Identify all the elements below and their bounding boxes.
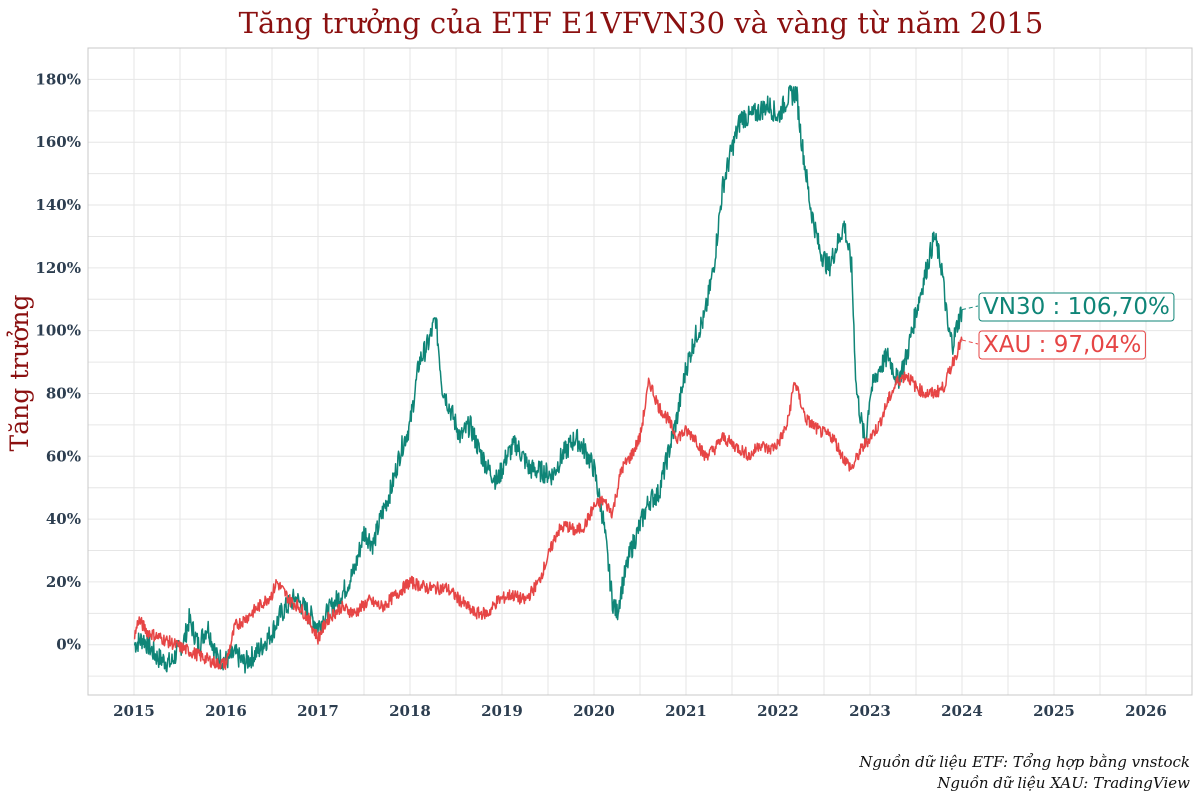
source-note-xau: Nguồn dữ liệu XAU: TradingView: [936, 774, 1190, 792]
y-tick-label: 80%: [46, 384, 81, 402]
x-tick-label: 2020: [573, 702, 615, 720]
y-tick-label: 120%: [35, 259, 81, 277]
x-tick-label: 2018: [389, 702, 431, 720]
x-tick-label: 2023: [849, 702, 891, 720]
end-label-box: [978, 330, 1146, 360]
x-tick-label: 2016: [205, 702, 247, 720]
y-tick-label: 160%: [35, 133, 81, 151]
series-group: [133, 84, 963, 674]
chart-title: Tăng trưởng của ETF E1VFVN30 và vàng từ …: [239, 6, 1044, 40]
x-tick-label: 2015: [113, 702, 155, 720]
y-tick-label: 60%: [46, 447, 81, 465]
axes: 0% 20% 40% 60% 80% 100% 120% 140% 160% 180% 2015 20…: [35, 47, 1193, 720]
x-tick-label: 2019: [481, 702, 523, 720]
y-tick-label: 0%: [56, 636, 81, 654]
x-tick-label: 2025: [1033, 702, 1075, 720]
end-label-xau: XAU : 97,04%: [983, 332, 1141, 358]
end-label-vn30: VN30 : 106,70%: [983, 294, 1170, 320]
y-tick-label: 40%: [46, 510, 81, 528]
y-axis-label: Tăng trưởng: [5, 295, 34, 452]
x-tick-label: 2024: [941, 702, 983, 720]
y-tick-label: 180%: [35, 70, 81, 88]
grid: [88, 48, 1192, 695]
end-label-connector: [961, 305, 979, 311]
y-tick-label: 140%: [35, 196, 81, 214]
end-label-connector: [961, 339, 979, 345]
series-line-vn30: [133, 84, 963, 674]
x-tick-label: 2021: [665, 702, 707, 720]
y-tick-label: 20%: [46, 573, 81, 591]
y-tick-label: 100%: [35, 322, 81, 340]
x-tick-label: 2026: [1125, 702, 1167, 720]
x-tick-label: 2017: [297, 702, 339, 720]
plot-frame: [87, 47, 1193, 696]
source-note-etf: Nguồn dữ liệu ETF: Tổng hợp bằng vnstock: [858, 753, 1190, 771]
x-tick-label: 2022: [757, 702, 799, 720]
end-labels: VN30 : 106,70% XAU : 97,04%: [961, 292, 1175, 360]
series-line-xau: [133, 336, 963, 670]
end-label-box: [978, 292, 1175, 322]
